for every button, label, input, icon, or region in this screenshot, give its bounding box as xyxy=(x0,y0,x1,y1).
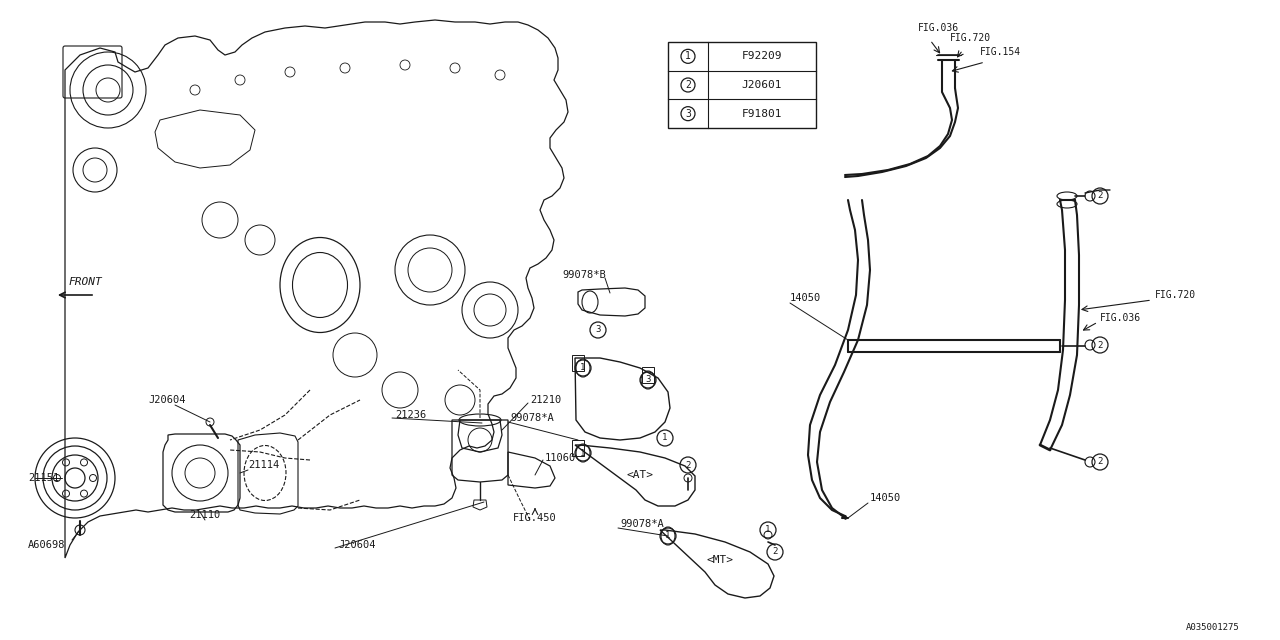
Text: J20601: J20601 xyxy=(741,80,782,90)
Text: FRONT: FRONT xyxy=(68,277,102,287)
Text: 1: 1 xyxy=(580,449,586,458)
Text: 21210: 21210 xyxy=(530,395,561,405)
Text: 1: 1 xyxy=(662,433,668,442)
Text: J20604: J20604 xyxy=(148,395,186,405)
Text: 2: 2 xyxy=(685,461,691,470)
Text: F91801: F91801 xyxy=(741,109,782,118)
Text: FIG.720: FIG.720 xyxy=(950,33,991,43)
Text: <MT>: <MT> xyxy=(707,555,733,565)
Text: 99078*A: 99078*A xyxy=(620,519,664,529)
Text: 2: 2 xyxy=(1097,340,1102,349)
Bar xyxy=(643,367,654,383)
Text: 3: 3 xyxy=(685,109,691,118)
Bar xyxy=(668,42,817,128)
Text: 2: 2 xyxy=(685,80,691,90)
Text: 21236: 21236 xyxy=(396,410,426,420)
Text: FIG.036: FIG.036 xyxy=(1100,313,1142,323)
Text: 1: 1 xyxy=(765,525,771,534)
Text: 2: 2 xyxy=(1097,191,1102,200)
Text: 3: 3 xyxy=(595,326,600,335)
Text: 99078*B: 99078*B xyxy=(562,270,605,280)
Text: 21110: 21110 xyxy=(189,510,220,520)
Text: <AT>: <AT> xyxy=(626,470,654,480)
Bar xyxy=(572,440,584,456)
Text: 3: 3 xyxy=(645,376,650,385)
Text: FIG.036: FIG.036 xyxy=(918,23,959,33)
Text: 2: 2 xyxy=(1097,458,1102,467)
Text: 1: 1 xyxy=(666,531,671,541)
Text: A035001275: A035001275 xyxy=(1187,623,1240,632)
Text: 21114: 21114 xyxy=(248,460,279,470)
Text: 1: 1 xyxy=(685,51,691,61)
Text: FIG.720: FIG.720 xyxy=(1155,290,1196,300)
Text: 14050: 14050 xyxy=(870,493,901,503)
Text: FIG.450: FIG.450 xyxy=(513,513,557,523)
Bar xyxy=(572,355,584,371)
Text: 11060: 11060 xyxy=(545,453,576,463)
Text: 14050: 14050 xyxy=(790,293,822,303)
Text: 21151: 21151 xyxy=(28,473,59,483)
Text: 2: 2 xyxy=(772,547,778,557)
Text: J20604: J20604 xyxy=(338,540,375,550)
Text: 1: 1 xyxy=(580,364,586,372)
Text: 99078*A: 99078*A xyxy=(509,413,554,423)
Text: A60698: A60698 xyxy=(28,540,65,550)
Text: FIG.154: FIG.154 xyxy=(980,47,1021,57)
Text: F92209: F92209 xyxy=(741,51,782,61)
